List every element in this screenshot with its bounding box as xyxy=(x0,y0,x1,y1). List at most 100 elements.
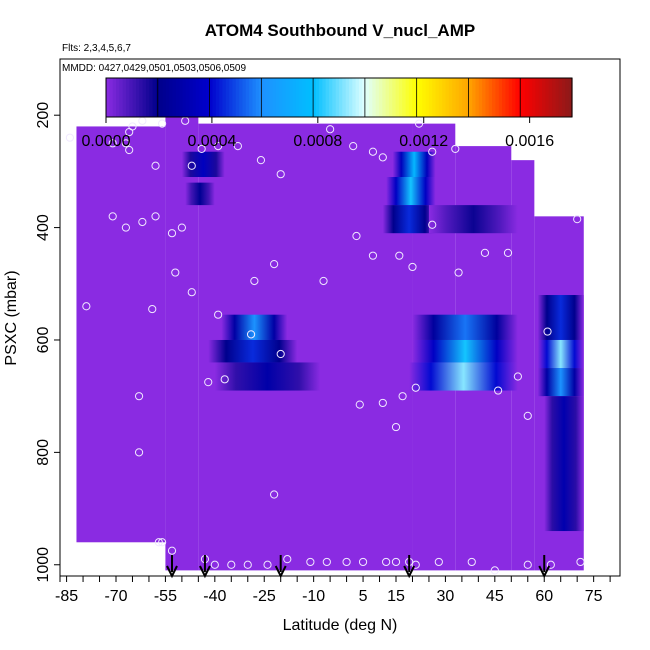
sample-point xyxy=(349,142,358,151)
colorbar-segment xyxy=(249,78,254,117)
colorbar-segment xyxy=(412,78,417,117)
colorbar-segment xyxy=(205,78,210,117)
colorbar-segment xyxy=(272,78,277,117)
heatmap-feature xyxy=(386,177,436,206)
colorbar-segment xyxy=(415,78,420,117)
sample-point xyxy=(177,223,186,232)
sample-point xyxy=(467,557,476,567)
colorbar-segment xyxy=(199,78,204,117)
sample-point xyxy=(121,223,130,232)
colorbar-segment xyxy=(405,78,410,117)
colorbar-segment xyxy=(552,78,556,117)
colorbar-segment xyxy=(252,78,257,117)
sample-point xyxy=(319,276,328,286)
sample-point xyxy=(434,557,443,567)
colorbar-segment xyxy=(282,78,287,117)
colorbar-segment xyxy=(159,78,164,117)
colorbar-segment xyxy=(145,78,150,117)
sample-point xyxy=(263,560,272,569)
colorbar-segment xyxy=(528,78,533,117)
colorbar-segment xyxy=(142,78,147,117)
sample-point xyxy=(411,383,420,392)
colorbar-segment xyxy=(239,78,244,117)
heatmap-feature xyxy=(181,151,225,178)
sample-point xyxy=(391,557,401,567)
sample-point xyxy=(227,560,236,569)
colorbar-segment xyxy=(518,78,523,117)
colorbar-segment xyxy=(132,78,137,117)
colorbar-segment xyxy=(365,78,370,117)
colorbar-segment xyxy=(445,78,450,117)
sample-point xyxy=(523,560,532,569)
sample-point xyxy=(250,276,259,286)
sample-point xyxy=(494,386,503,395)
colorbar-segment xyxy=(368,78,373,117)
sample-point xyxy=(82,302,91,311)
sample-point xyxy=(134,448,144,457)
sample-point xyxy=(125,145,134,155)
x-tick-label: 30 xyxy=(437,588,455,605)
colorbar-segment xyxy=(242,78,247,117)
sample-point xyxy=(414,119,424,128)
colorbar-segment xyxy=(275,78,280,117)
colorbar-segment xyxy=(505,78,510,117)
colorbar-segment xyxy=(542,78,546,117)
colorbar-segment xyxy=(202,78,207,117)
colorbar-segment xyxy=(285,78,290,117)
colorbar-segment xyxy=(265,78,270,117)
x-tick-label: -85 xyxy=(55,588,78,605)
sample-point xyxy=(503,248,513,257)
heatmap-feature xyxy=(412,339,518,363)
colorbar-segment xyxy=(222,78,227,117)
x-tick-label: -10 xyxy=(302,588,325,605)
x-tick-label: 60 xyxy=(535,588,553,605)
colorbar-segment xyxy=(215,78,220,117)
colorbar-segment xyxy=(109,78,114,117)
colorbar-segment xyxy=(335,78,340,117)
sample-point xyxy=(573,215,582,224)
colorbar-segment xyxy=(115,78,120,117)
x-tick-label: 15 xyxy=(387,588,405,605)
colorbar-segment xyxy=(458,78,463,117)
x-tick-label: -70 xyxy=(104,588,127,605)
sample-point xyxy=(428,220,437,229)
colorbar-segment xyxy=(339,78,343,117)
x-tick-label: -40 xyxy=(203,588,226,605)
sample-point xyxy=(148,304,157,314)
colorbar-segment xyxy=(498,78,503,117)
sample-point xyxy=(546,560,555,569)
colorbar-segment xyxy=(448,78,453,117)
colorbar-segment xyxy=(139,78,144,117)
colorbar-segment xyxy=(508,78,513,117)
sample-point xyxy=(151,161,160,170)
sample-point xyxy=(210,560,219,569)
colorbar-segment xyxy=(179,78,184,117)
colorbar-segment xyxy=(472,78,477,117)
sample-point xyxy=(368,251,378,260)
colorbar-segment xyxy=(345,78,350,117)
colorbar-tick-label: 0.0012 xyxy=(399,133,448,150)
sample-point xyxy=(398,392,407,401)
sample-point xyxy=(233,142,242,151)
colorbar-segment xyxy=(229,78,234,117)
colorbar-segment xyxy=(312,78,317,117)
colorbar-segment xyxy=(185,78,190,117)
sample-point xyxy=(378,153,387,162)
sample-point xyxy=(355,400,364,409)
y-tick-label: 800 xyxy=(35,439,52,466)
colorbar-segment xyxy=(385,78,390,117)
colorbar-segment xyxy=(112,78,117,117)
colorbar-segment xyxy=(135,78,140,117)
colorbar-segment xyxy=(182,78,187,117)
sample-point xyxy=(382,557,391,567)
axes: -85 -70 -55 -40 -25 -10 5 15 30 45 60 75 200 400 600 80… xyxy=(35,102,611,605)
sample-point xyxy=(243,560,252,569)
sample-point xyxy=(576,557,585,567)
heatmap-feature xyxy=(214,362,321,391)
colorbar-segment xyxy=(392,78,397,117)
sample-point xyxy=(158,119,167,128)
colorbar-segment xyxy=(525,78,530,117)
x-tick-label: 75 xyxy=(585,588,603,605)
sample-point xyxy=(108,139,117,148)
